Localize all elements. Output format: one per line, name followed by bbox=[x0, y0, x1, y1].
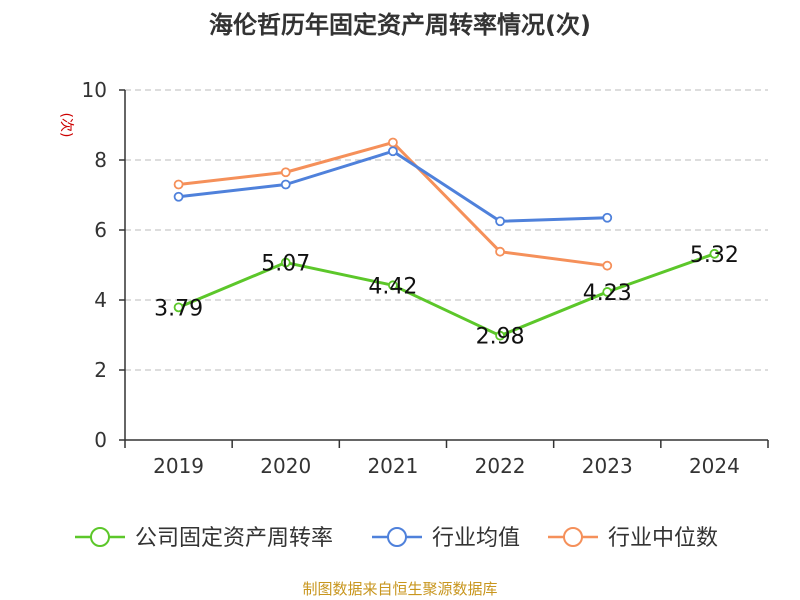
series-point bbox=[602, 212, 613, 223]
series-point bbox=[173, 302, 184, 313]
series-line bbox=[178, 149, 608, 223]
data-label: 2.98 bbox=[476, 325, 525, 350]
chart-title: 海伦哲历年固定资产周转率情况(次) bbox=[209, 11, 591, 39]
series-point bbox=[173, 191, 184, 202]
legend-label: 行业中位数 bbox=[608, 526, 718, 551]
y-tick-label: 8 bbox=[94, 148, 107, 172]
legend-marker bbox=[387, 527, 407, 547]
legend-marker bbox=[90, 527, 110, 547]
series-point bbox=[388, 146, 398, 157]
series-point bbox=[602, 287, 613, 297]
data-label: 4.42 bbox=[368, 274, 417, 299]
data-labels: 3.79 5.07 4.42 2.98 4.23 5.32 bbox=[154, 243, 739, 350]
series-point bbox=[173, 179, 184, 190]
series-0 bbox=[173, 248, 720, 341]
legend-item[interactable]: 公司固定资产周转率 bbox=[75, 526, 333, 551]
series-group bbox=[173, 137, 720, 341]
data-label: 4.23 bbox=[583, 281, 632, 306]
y-tick-label: 4 bbox=[94, 288, 107, 312]
y-tick-labels: 0 2 4 6 8 10 bbox=[82, 78, 107, 452]
series-point bbox=[280, 257, 291, 268]
y-tick-label: 2 bbox=[94, 358, 107, 382]
source-note: 制图数据来自恒生聚源数据库 bbox=[302, 580, 497, 598]
axes bbox=[119, 89, 769, 448]
series-1 bbox=[173, 146, 613, 227]
legend-marker bbox=[563, 527, 583, 547]
series-point bbox=[388, 280, 398, 291]
legend-item[interactable]: 行业中位数 bbox=[548, 526, 718, 551]
data-label: 5.32 bbox=[690, 243, 739, 268]
series-point bbox=[388, 137, 398, 148]
series-point bbox=[495, 246, 505, 257]
series-point bbox=[709, 248, 720, 259]
y-tick-label: 6 bbox=[94, 218, 107, 242]
x-tick-label: 2019 bbox=[153, 454, 204, 478]
legend-label: 行业均值 bbox=[432, 526, 520, 551]
y-axis-label: (次) bbox=[58, 113, 74, 138]
legend-item[interactable]: 行业均值 bbox=[372, 526, 520, 551]
x-tick-label: 2020 bbox=[260, 454, 311, 478]
legend-label: 公司固定资产周转率 bbox=[135, 526, 333, 551]
y-tick-label: 0 bbox=[94, 428, 107, 452]
series-point bbox=[280, 167, 291, 178]
y-tick-label: 10 bbox=[82, 78, 107, 102]
x-tick-label: 2022 bbox=[475, 454, 526, 478]
series-point bbox=[280, 179, 291, 190]
series-point bbox=[495, 216, 505, 227]
legend: 公司固定资产周转率 行业均值 行业中位数 bbox=[75, 526, 718, 551]
series-2 bbox=[173, 137, 613, 271]
x-tick-label: 2023 bbox=[582, 454, 633, 478]
grid-lines bbox=[125, 89, 768, 371]
series-line bbox=[178, 141, 608, 268]
data-label: 3.79 bbox=[154, 296, 203, 321]
x-tick-label: 2021 bbox=[367, 454, 418, 478]
series-line bbox=[178, 252, 715, 338]
series-point bbox=[495, 330, 505, 341]
x-tick-labels: 2019 2020 2021 2022 2023 2024 bbox=[153, 454, 740, 478]
data-label: 5.07 bbox=[261, 252, 310, 277]
x-tick-label: 2024 bbox=[689, 454, 740, 478]
series-point bbox=[602, 260, 613, 271]
